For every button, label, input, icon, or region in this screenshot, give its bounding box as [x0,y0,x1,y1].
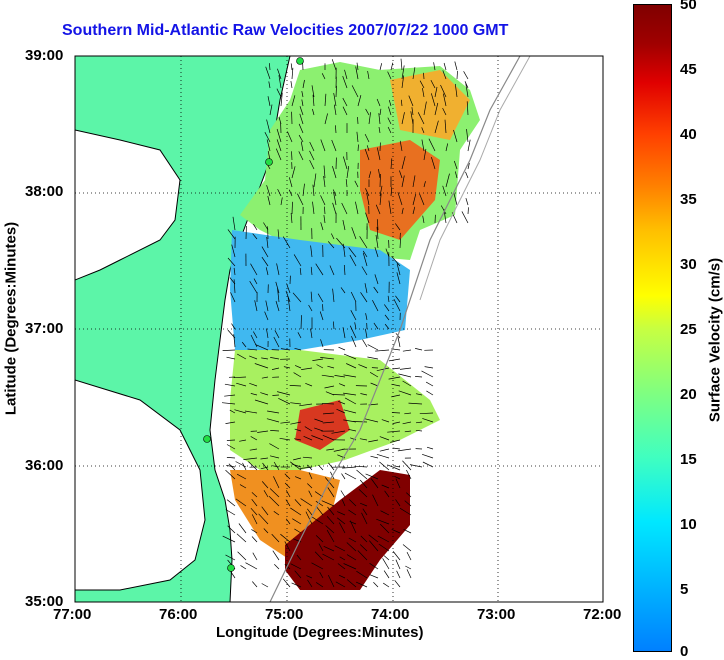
velocity-arrow [424,73,425,79]
y-tick: 38:00 [25,183,63,200]
y-tick: 36:00 [25,457,63,474]
x-tick: 76:00 [159,606,197,623]
colorbar-label: Surface Velocity (cm/s) [707,258,724,422]
colorbar [633,4,672,652]
colorbar-tick: 5 [680,581,688,598]
y-tick: 39:00 [25,47,63,64]
colorbar-tick: 0 [680,643,688,660]
y-axis-label: Latitude (Degrees:Minutes) [3,222,20,415]
station-marker [204,436,211,443]
velocity-arrow [468,207,469,214]
colorbar-tick: 20 [680,386,697,403]
station-marker [297,58,304,65]
velocity-arrow [336,86,337,97]
y-tick: 37:00 [25,320,63,337]
colorbar-tick: 10 [680,516,697,533]
x-tick: 72:00 [583,606,621,623]
colorbar-tick: 15 [680,451,697,468]
velocity-arrow [323,304,324,311]
colorbar-tick: 50 [680,0,697,13]
colorbar-tick: 35 [680,191,697,208]
colorbar-tick: 25 [680,321,697,338]
velocity-arrow [457,71,458,79]
x-tick: 75:00 [265,606,303,623]
velocity-arrow [272,395,279,396]
colorbar-tick: 45 [680,61,697,78]
velocity-arrow [358,145,359,152]
x-tick: 77:00 [53,606,91,623]
velocity-arrow [227,440,235,441]
velocity-arrow [292,202,293,214]
station-marker [228,565,235,572]
velocity-arrow [301,315,302,329]
velocity-arrow [358,117,359,124]
colorbar-tick: 40 [680,126,697,143]
x-tick: 73:00 [477,606,515,623]
x-axis-label: Longitude (Degrees:Minutes) [216,624,424,641]
velocity-arrow [292,151,293,160]
velocity-arrow [353,422,367,423]
velocity-arrow [333,395,345,396]
x-tick: 74:00 [371,606,409,623]
station-marker [266,159,273,166]
colorbar-tick: 30 [680,256,697,273]
velocity-arrow [380,174,381,187]
